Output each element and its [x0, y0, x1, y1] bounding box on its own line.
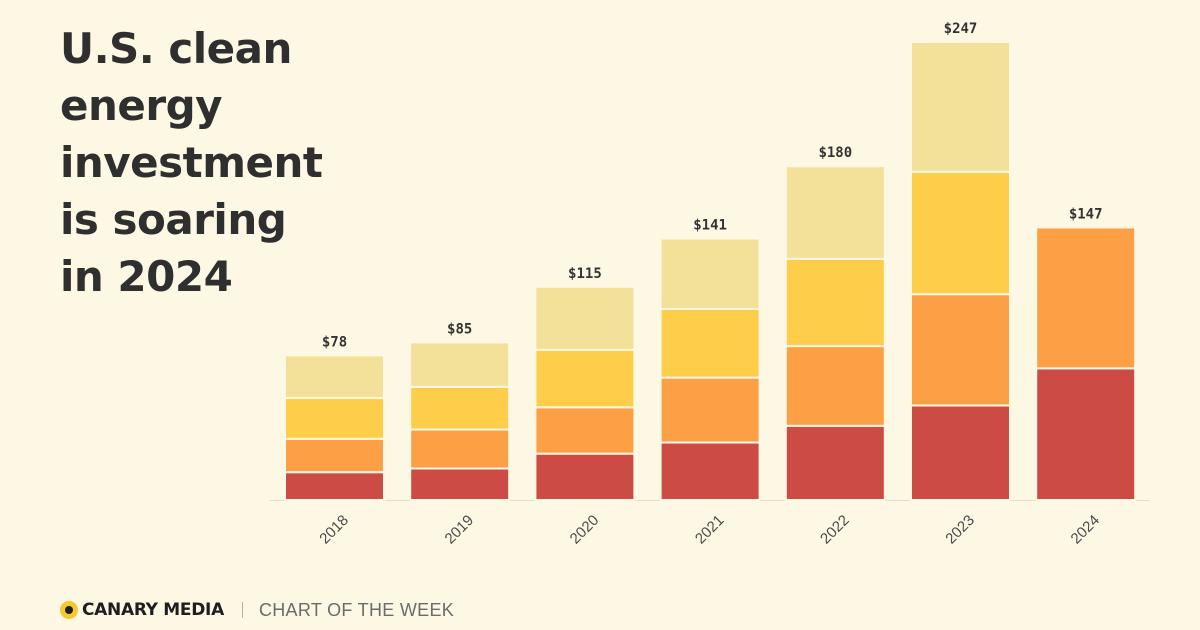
x-tick-label: 2020 — [567, 512, 603, 548]
chart-title: U.S. clean energy investment is soaring … — [60, 20, 360, 305]
bar-segment — [910, 404, 1011, 501]
bar-segment — [534, 285, 636, 351]
title-line: investment — [60, 138, 323, 187]
bar-segment — [784, 165, 886, 260]
title-line: in 2024 — [60, 252, 233, 301]
data-label: $247 — [944, 21, 978, 37]
x-tick-label: 2023 — [942, 512, 978, 548]
bar-segment — [409, 385, 511, 431]
data-label: $85 — [447, 321, 472, 337]
bar-segment — [409, 428, 511, 470]
x-tick-label: 2018 — [316, 512, 352, 548]
title-line: is soaring — [60, 195, 287, 244]
data-label: $115 — [568, 266, 602, 282]
bar-segment — [284, 354, 385, 400]
data-label: $141 — [693, 218, 727, 234]
data-label: $147 — [1069, 206, 1103, 222]
title-line: U.S. clean — [60, 24, 292, 73]
bar-segment — [910, 293, 1011, 407]
footer-kicker: CHART OF THE WEEK — [258, 599, 455, 620]
bar-segment — [784, 345, 886, 427]
bar-segment — [409, 341, 511, 388]
bar-segment — [659, 237, 761, 311]
bar-segment — [1035, 226, 1137, 370]
canary-logo-icon — [60, 601, 78, 619]
data-label: $78 — [322, 334, 347, 350]
bar-segment — [659, 376, 761, 444]
bar-segment — [409, 467, 511, 501]
bar-segment — [284, 471, 385, 502]
bar-segment — [1035, 367, 1137, 501]
bar-segment — [910, 41, 1011, 173]
x-tick-label: 2024 — [1068, 512, 1104, 548]
divider — [241, 602, 243, 618]
bar-segment — [910, 170, 1011, 296]
bar-segment — [784, 257, 886, 348]
bar-segment — [284, 437, 385, 474]
bar-segment — [534, 452, 636, 502]
brand-name: CANARY MEDIA — [82, 600, 224, 620]
bar-segment — [659, 441, 761, 501]
title-line: energy — [60, 81, 223, 130]
x-tick-label: 2019 — [442, 512, 478, 548]
x-tick-label: 2022 — [817, 512, 853, 548]
bar-segment — [534, 348, 636, 409]
bar-segment — [534, 406, 636, 455]
bar-segment — [784, 424, 886, 501]
x-tick-label: 2021 — [692, 512, 728, 548]
bar-segment — [659, 308, 761, 379]
bar-segment — [284, 397, 385, 440]
footer: CANARY MEDIA CHART OF THE WEEK — [60, 596, 454, 624]
data-label: $180 — [818, 145, 852, 161]
